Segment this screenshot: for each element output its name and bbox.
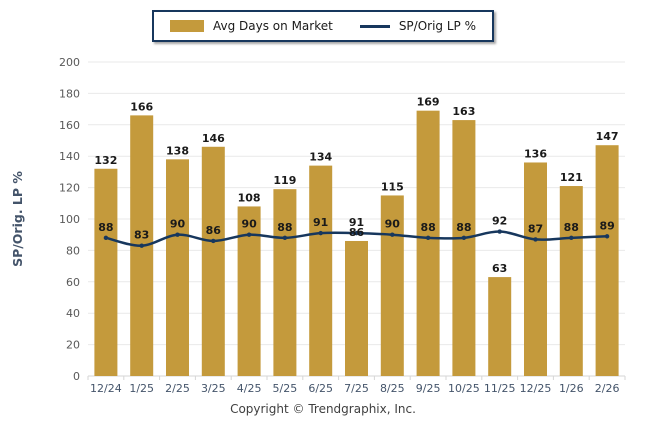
bar — [524, 162, 547, 376]
bar-value-label: 163 — [452, 105, 475, 118]
y-tick-label: 60 — [66, 276, 80, 289]
bar — [452, 120, 476, 376]
y-tick-label: 160 — [59, 119, 80, 132]
x-tick-label: 1/26 — [559, 382, 584, 395]
x-tick-label: 9/25 — [416, 382, 441, 395]
bar — [237, 206, 261, 376]
line-point-marker — [246, 232, 252, 237]
line-point-marker — [390, 232, 395, 237]
bar-value-label: 121 — [560, 171, 583, 184]
y-tick-label: 80 — [66, 244, 80, 257]
line-value-label: 88 — [98, 221, 113, 234]
legend-label-avg-days-on-market: Avg Days on Market — [213, 19, 333, 33]
bar-value-label: 166 — [130, 100, 153, 113]
y-tick-label: 40 — [66, 307, 80, 320]
y-tick-label: 120 — [59, 182, 80, 195]
line-value-label: 88 — [564, 221, 579, 234]
bar-value-label: 136 — [524, 147, 547, 160]
line-value-label: 90 — [170, 218, 186, 231]
bar — [201, 146, 225, 376]
line-point-marker — [175, 232, 180, 237]
x-tick-label: 4/25 — [237, 382, 262, 395]
bar-value-label: 132 — [94, 154, 117, 167]
x-tick-label: 12/24 — [90, 382, 122, 395]
line-point-marker — [282, 235, 288, 241]
bar-value-label: 147 — [596, 130, 619, 143]
x-tick-label: 1/25 — [129, 382, 154, 395]
x-tick-label: 2/26 — [595, 382, 620, 395]
line-value-label: 83 — [134, 229, 149, 242]
line-value-label: 88 — [456, 221, 471, 234]
y-axis-title: SP/Orig. LP % — [10, 171, 25, 267]
line-value-label: 87 — [528, 222, 543, 235]
bar — [595, 145, 619, 376]
bar-value-label: 138 — [166, 144, 189, 157]
y-tick-label: 100 — [59, 213, 80, 226]
line-point-marker — [318, 230, 323, 236]
line-value-label: 90 — [241, 218, 257, 231]
y-tick-label: 20 — [66, 339, 80, 352]
line-point-marker — [139, 243, 144, 248]
line-point-marker — [569, 235, 574, 241]
line-point-marker — [533, 237, 538, 242]
line-value-label: 90 — [385, 218, 401, 231]
y-tick-label: 180 — [59, 87, 80, 100]
x-tick-label: 6/25 — [308, 382, 333, 395]
bar — [416, 110, 440, 377]
legend: Avg Days on Market SP/Orig LP % — [152, 10, 494, 42]
y-tick-label: 200 — [59, 56, 80, 69]
x-tick-label: 3/25 — [201, 382, 226, 395]
x-tick-label: 11/25 — [484, 382, 516, 395]
legend-line-swatch — [359, 24, 390, 28]
line-value-label: 89 — [599, 219, 614, 232]
bar-value-label: 134 — [309, 151, 332, 164]
y-tick-label: 0 — [73, 370, 80, 383]
bar — [94, 168, 118, 376]
line-value-label: 86 — [206, 224, 222, 237]
bar — [488, 277, 512, 376]
x-tick-label: 5/25 — [273, 382, 298, 395]
bar — [345, 240, 368, 376]
legend-label-sp-orig-lp: SP/Orig LP % — [398, 19, 476, 33]
chart-canvas: 0 20 40 60 80 100 120 140 160 180 200 SP/Orig. LP %… — [10, 56, 626, 395]
line-point-marker — [461, 235, 467, 241]
x-tick-label: 8/25 — [380, 382, 405, 395]
bar-value-label: 146 — [202, 132, 225, 145]
x-tick-label: 7/25 — [344, 382, 369, 395]
copyright-text: Copyright © Trendgraphix, Inc. — [230, 402, 416, 416]
bar — [559, 186, 583, 376]
bar-value-label: 115 — [381, 180, 404, 193]
line-value-label: 91 — [349, 216, 364, 229]
bar-value-label: 108 — [238, 191, 261, 204]
bar — [273, 189, 297, 376]
bar-value-label: 86 — [349, 226, 365, 239]
legend-bar-swatch — [170, 20, 204, 32]
line-point-marker — [425, 235, 431, 241]
line-value-label: 91 — [313, 216, 328, 229]
bar-value-label: 119 — [273, 174, 296, 187]
line-value-label: 88 — [277, 221, 292, 234]
line-point-marker — [604, 234, 610, 239]
line-point-marker — [103, 235, 109, 241]
line-value-label: 88 — [420, 221, 435, 234]
line-value-label: 92 — [492, 215, 507, 228]
bar-value-label: 63 — [492, 262, 507, 275]
bar-value-label: 169 — [417, 96, 440, 109]
bar — [380, 195, 404, 376]
y-tick-label: 140 — [59, 150, 80, 163]
x-tick-label: 10/25 — [448, 382, 480, 395]
bar — [309, 165, 333, 376]
bar — [166, 159, 189, 376]
line-point-marker — [354, 230, 359, 236]
x-tick-label: 2/25 — [165, 382, 190, 395]
line-point-marker — [497, 229, 502, 234]
x-tick-label: 12/25 — [520, 382, 552, 395]
line-point-marker — [211, 238, 216, 244]
